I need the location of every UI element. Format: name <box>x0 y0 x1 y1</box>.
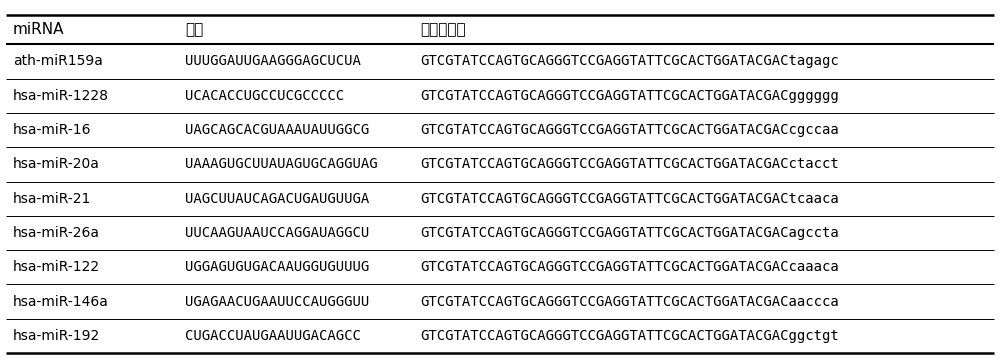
Text: ath-miR159a: ath-miR159a <box>13 55 103 68</box>
Text: hsa-miR-21: hsa-miR-21 <box>13 192 91 206</box>
Text: hsa-miR-26a: hsa-miR-26a <box>13 226 100 240</box>
Text: UAAAGUGCUUAUAGUGCAGGUAG: UAAAGUGCUUAUAGUGCAGGUAG <box>185 157 378 171</box>
Text: UGAGAACUGAAUUCCAUGGGUU: UGAGAACUGAAUUCCAUGGGUU <box>185 295 370 309</box>
Text: GTCGTATCCAGTGCAGGGTCCGAGGTATTCGCACTGGATACGACtcaaca: GTCGTATCCAGTGCAGGGTCCGAGGTATTCGCACTGGATA… <box>420 192 839 206</box>
Text: hsa-miR-1228: hsa-miR-1228 <box>13 89 109 103</box>
Text: UUCAAGUAAUCCAGGAUAGGCU: UUCAAGUAAUCCAGGAUAGGCU <box>185 226 370 240</box>
Text: UGGAGUGUGACAAUGGUGUUUG: UGGAGUGUGACAAUGGUGUUUG <box>185 260 370 274</box>
Text: GTCGTATCCAGTGCAGGGTCCGAGGTATTCGCACTGGATACGACcaaaca: GTCGTATCCAGTGCAGGGTCCGAGGTATTCGCACTGGATA… <box>420 260 839 274</box>
Text: UUUGGAUUGAAGGGAGCUCUA: UUUGGAUUGAAGGGAGCUCUA <box>185 55 361 68</box>
Text: UAGCUUAUCAGACUGAUGUUGA: UAGCUUAUCAGACUGAUGUUGA <box>185 192 370 206</box>
Text: miRNA: miRNA <box>13 22 64 37</box>
Text: hsa-miR-122: hsa-miR-122 <box>13 260 100 274</box>
Text: 序列: 序列 <box>185 22 204 37</box>
Text: GTCGTATCCAGTGCAGGGTCCGAGGTATTCGCACTGGATACGACggctgt: GTCGTATCCAGTGCAGGGTCCGAGGTATTCGCACTGGATA… <box>420 329 839 343</box>
Text: GTCGTATCCAGTGCAGGGTCCGAGGTATTCGCACTGGATACGACctacct: GTCGTATCCAGTGCAGGGTCCGAGGTATTCGCACTGGATA… <box>420 157 839 171</box>
Text: 反转录引物: 反转录引物 <box>420 22 466 37</box>
Text: GTCGTATCCAGTGCAGGGTCCGAGGTATTCGCACTGGATACGACgggggg: GTCGTATCCAGTGCAGGGTCCGAGGTATTCGCACTGGATA… <box>420 89 839 103</box>
Text: hsa-miR-192: hsa-miR-192 <box>13 329 100 343</box>
Text: GTCGTATCCAGTGCAGGGTCCGAGGTATTCGCACTGGATACGACagccta: GTCGTATCCAGTGCAGGGTCCGAGGTATTCGCACTGGATA… <box>420 226 839 240</box>
Text: CUGACCUAUGAAUUGACAGCC: CUGACCUAUGAAUUGACAGCC <box>185 329 361 343</box>
Text: GTCGTATCCAGTGCAGGGTCCGAGGTATTCGCACTGGATACGACcgccaa: GTCGTATCCAGTGCAGGGTCCGAGGTATTCGCACTGGATA… <box>420 123 839 137</box>
Text: GTCGTATCCAGTGCAGGGTCCGAGGTATTCGCACTGGATACGACtagagc: GTCGTATCCAGTGCAGGGTCCGAGGTATTCGCACTGGATA… <box>420 55 839 68</box>
Text: hsa-miR-20a: hsa-miR-20a <box>13 157 100 171</box>
Text: UAGCAGCACGUAAAUAUUGGCG: UAGCAGCACGUAAAUAUUGGCG <box>185 123 370 137</box>
Text: UCACACCUGCCUCGCCCCC: UCACACCUGCCUCGCCCCC <box>185 89 345 103</box>
Text: hsa-miR-146a: hsa-miR-146a <box>13 295 109 309</box>
Text: hsa-miR-16: hsa-miR-16 <box>13 123 91 137</box>
Text: GTCGTATCCAGTGCAGGGTCCGAGGTATTCGCACTGGATACGACaaccca: GTCGTATCCAGTGCAGGGTCCGAGGTATTCGCACTGGATA… <box>420 295 839 309</box>
